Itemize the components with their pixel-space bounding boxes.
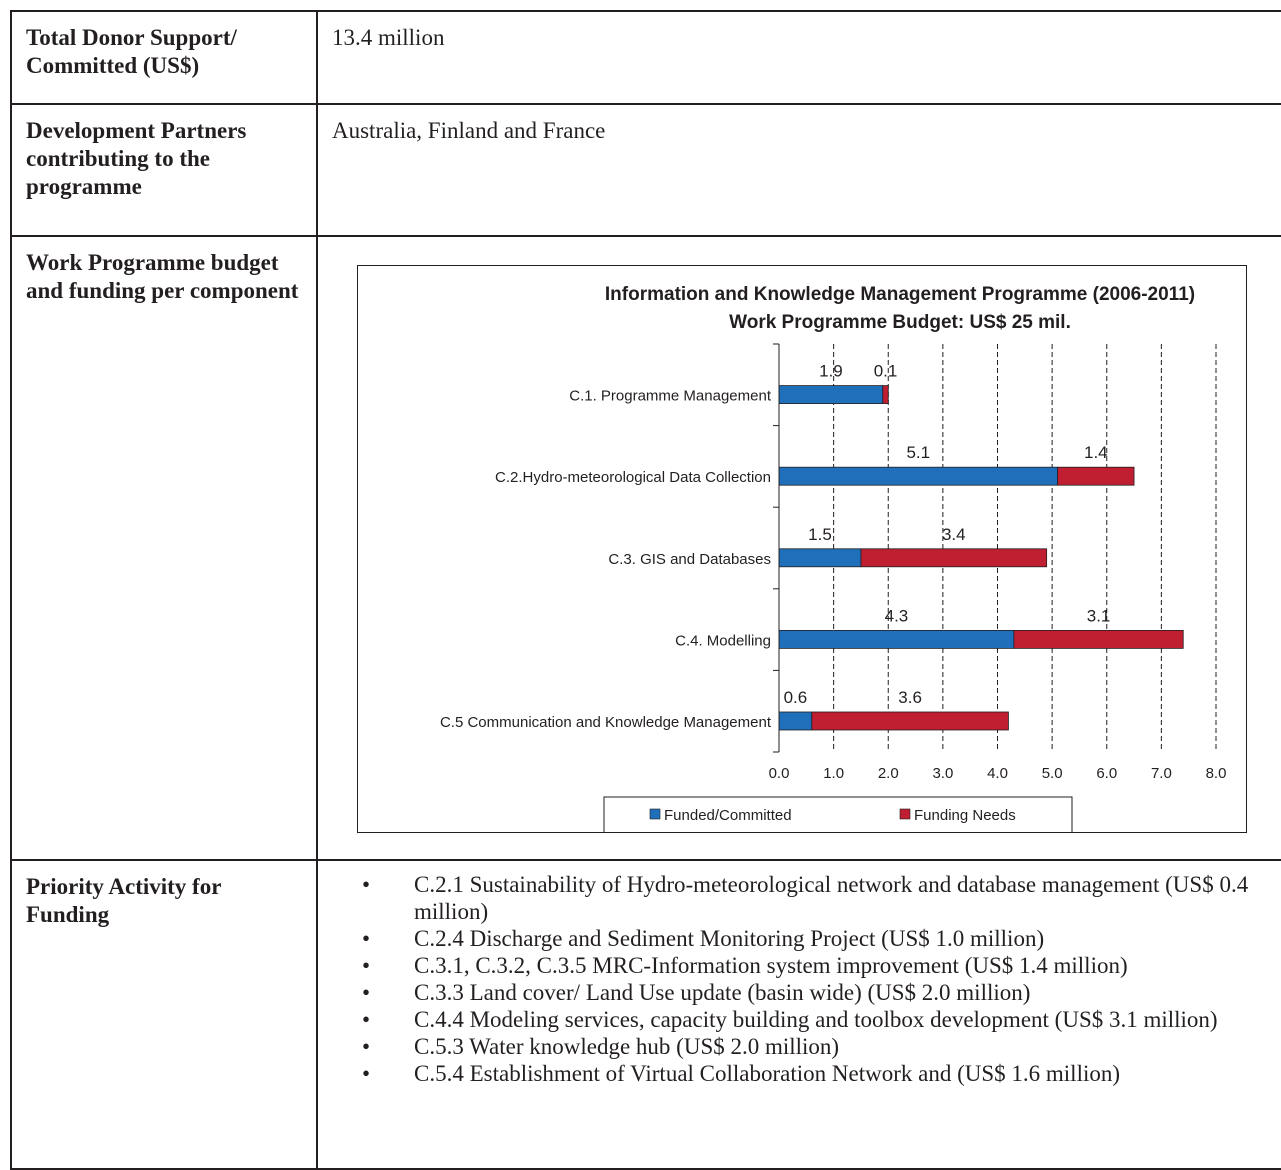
data-label-needs: 0.1: [874, 362, 898, 381]
priority-activity-text: C.4.4 Modeling services, capacity buildi…: [414, 1007, 1218, 1032]
budget-chart: Information and Knowledge Management Pro…: [357, 265, 1247, 834]
data-label-needs: 1.4: [1084, 443, 1108, 462]
priority-activity-text: C.2.4 Discharge and Sediment Monitoring …: [414, 926, 1045, 951]
row-label: Work Programme budget and funding per co…: [10, 235, 318, 861]
row-label: Development Partners contributing to the…: [10, 103, 318, 237]
table-row: Priority Activity for Funding • C.2.1 Sus…: [10, 859, 1281, 1170]
category-label: C.5 Communication and Knowledge Manageme…: [440, 714, 772, 731]
table-row: Development Partners contributing to the…: [10, 103, 1281, 237]
legend-swatch-needs: [899, 808, 911, 820]
data-label-funded: 4.3: [885, 606, 909, 625]
document-page: Total Donor Support/ Committed (US$) 13.…: [10, 10, 1281, 1170]
data-label-needs: 3.6: [898, 688, 922, 707]
priority-activity-list: • C.2.1 Sustainability of Hydro-meteorolo…: [318, 871, 1281, 1087]
priority-activity-item: • C.5.4 Establishment of Virtual Collabor…: [318, 1060, 1281, 1087]
legend-label-funded: Funded/Committed: [664, 807, 792, 824]
x-tick-label: 7.0: [1151, 765, 1172, 782]
priority-activity-text: C.3.1, C.3.2, C.3.5 MRC-Information syst…: [414, 953, 1128, 978]
bullet-icon: •: [362, 1061, 371, 1086]
priority-activity-item: • C.5.3 Water knowledge hub (US$ 2.0 mill…: [318, 1033, 1281, 1060]
bar-funding-needs: [811, 711, 1009, 731]
bullet-icon: •: [362, 980, 371, 1005]
table-row: Total Donor Support/ Committed (US$) 13.…: [10, 10, 1281, 105]
priority-activity-text: C.3.3 Land cover/ Land Use update (basin…: [414, 980, 1031, 1005]
priority-activity-item: • C.4.4 Modeling services, capacity build…: [318, 1006, 1281, 1033]
data-label-funded: 1.9: [819, 362, 843, 381]
bullet-icon: •: [362, 1007, 371, 1032]
legend-swatch-funded: [649, 808, 661, 820]
data-label-needs: 3.1: [1087, 606, 1111, 625]
category-label: C.4. Modelling: [675, 632, 771, 649]
data-label-needs: 3.4: [942, 525, 966, 544]
bar-funding-needs: [882, 385, 889, 404]
row-label: Priority Activity for Funding: [10, 859, 318, 1170]
x-tick-label: 4.0: [987, 765, 1008, 782]
priority-activity-item: • C.3.1, C.3.2, C.3.5 MRC-Information sys…: [318, 952, 1281, 979]
x-tick-label: 5.0: [1042, 765, 1063, 782]
bar-funded-committed: [778, 629, 1015, 649]
priority-activity-item: • C.2.1 Sustainability of Hydro-meteorolo…: [318, 871, 1281, 925]
data-label-funded: 0.6: [784, 688, 808, 707]
bullet-icon: •: [362, 953, 371, 978]
bar-funding-needs: [860, 548, 1048, 568]
chart-subtitle: Work Programme Budget: US$ 25 mil.: [729, 312, 1071, 333]
bar-funded-committed: [778, 711, 813, 731]
data-label-funded: 5.1: [906, 443, 930, 462]
category-label: C.1. Programme Management: [569, 388, 772, 405]
priority-activity-text: C.2.1 Sustainability of Hydro-meteorolog…: [414, 872, 1249, 924]
category-label: C.2.Hydro-meteorological Data Collection: [495, 469, 771, 486]
priority-cell: • C.2.1 Sustainability of Hydro-meteorolo…: [316, 859, 1281, 1170]
chart-legend: Funded/Committed Funding Needs: [603, 796, 1073, 834]
priority-activity-item: • C.2.4 Discharge and Sediment Monitoring…: [318, 925, 1281, 952]
x-tick-label: 2.0: [878, 765, 899, 782]
priority-activity-item: • C.3.3 Land cover/ Land Use update (basi…: [318, 979, 1281, 1006]
row-label: Total Donor Support/ Committed (US$): [10, 10, 318, 105]
row-value: 13.4 million: [316, 10, 1281, 105]
bar-funding-needs: [1013, 629, 1184, 649]
x-tick-label: 6.0: [1096, 765, 1117, 782]
priority-activity-text: C.5.3 Water knowledge hub (US$ 2.0 milli…: [414, 1034, 840, 1059]
bullet-icon: •: [362, 872, 371, 897]
bar-funded-committed: [778, 385, 884, 404]
row-value: Australia, Finland and France: [316, 103, 1281, 237]
bar-funded-committed: [778, 548, 862, 568]
bar-funding-needs: [1057, 466, 1135, 486]
bullet-icon: •: [362, 926, 371, 951]
data-label-funded: 1.5: [808, 525, 832, 544]
bullet-icon: •: [362, 1034, 371, 1059]
x-tick-label: 8.0: [1206, 765, 1227, 782]
bar-funded-committed: [778, 466, 1058, 486]
legend-label-needs: Funding Needs: [914, 807, 1016, 824]
x-tick-label: 3.0: [932, 765, 953, 782]
x-tick-label: 0.0: [769, 765, 790, 782]
chart-title: Information and Knowledge Management Pro…: [605, 284, 1195, 305]
priority-activity-text: C.5.4 Establishment of Virtual Collabora…: [414, 1061, 1121, 1086]
category-label: C.3. GIS and Databases: [608, 551, 771, 568]
budget-chart-svg: Information and Knowledge Management Pro…: [440, 284, 1227, 834]
x-tick-label: 1.0: [823, 765, 844, 782]
